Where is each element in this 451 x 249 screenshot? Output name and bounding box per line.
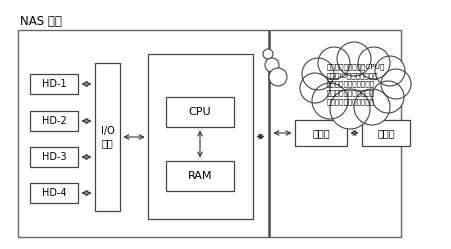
Circle shape: [372, 81, 404, 113]
Text: HD-2: HD-2: [41, 116, 66, 126]
Circle shape: [265, 58, 279, 72]
Text: CPU: CPU: [189, 107, 212, 117]
Circle shape: [263, 49, 273, 59]
Circle shape: [337, 42, 371, 76]
Circle shape: [381, 69, 411, 99]
Text: NAS 架构: NAS 架构: [20, 14, 62, 27]
Text: HD-3: HD-3: [41, 152, 66, 162]
Circle shape: [375, 56, 405, 86]
Bar: [18, 30, 401, 237]
Circle shape: [312, 83, 348, 119]
Bar: [268, 30, 270, 237]
Bar: [166, 161, 234, 191]
Text: 控制主体包括主板、CPU、
内存、IO控制等；网卡负
责与外界联络，是接受指
令、服务要求的管道；而
硬盘当然是用来存储资料: 控制主体包括主板、CPU、 内存、IO控制等；网卡负 责与外界联络，是接受指 令…: [327, 63, 385, 105]
Circle shape: [302, 58, 334, 90]
Text: HD-1: HD-1: [41, 79, 66, 89]
Bar: [30, 111, 78, 131]
Bar: [30, 147, 78, 167]
Circle shape: [358, 47, 390, 79]
Circle shape: [269, 68, 287, 86]
Bar: [30, 74, 78, 94]
Circle shape: [318, 47, 350, 79]
Bar: [362, 120, 410, 146]
Bar: [148, 54, 253, 219]
Circle shape: [300, 73, 330, 103]
Text: RAM: RAM: [188, 171, 212, 181]
Text: I/O
控制: I/O 控制: [101, 126, 115, 148]
Bar: [95, 63, 120, 211]
Text: 网路卡: 网路卡: [312, 128, 330, 138]
Bar: [295, 120, 347, 146]
Bar: [30, 183, 78, 203]
Circle shape: [330, 89, 370, 129]
Text: HD-4: HD-4: [41, 188, 66, 198]
Text: 局域网: 局域网: [377, 128, 395, 138]
Bar: [166, 97, 234, 127]
Circle shape: [354, 89, 390, 125]
